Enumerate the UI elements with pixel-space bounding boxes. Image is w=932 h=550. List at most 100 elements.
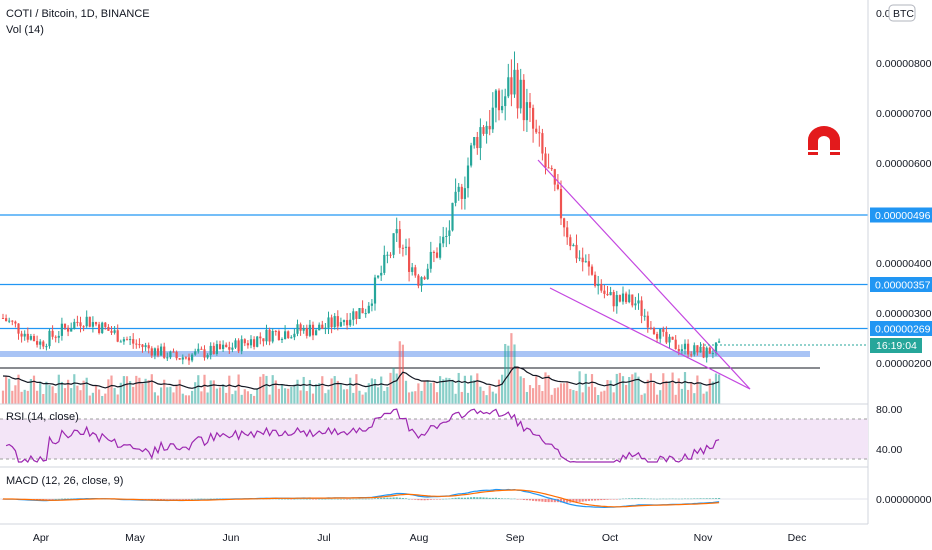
candle-body [113, 330, 116, 333]
candle-body [284, 331, 287, 340]
volume-bar [94, 385, 98, 404]
macd-histogram-bar [538, 499, 541, 502]
candle-body [504, 96, 507, 107]
volume-bar [11, 390, 14, 404]
volume-bar [237, 374, 240, 404]
macd-histogram-bar [39, 499, 42, 500]
candle-body [249, 339, 253, 346]
volume-bar [404, 380, 408, 404]
candle-body [544, 153, 547, 168]
time-axis[interactable]: Apr May Jun Jul Aug Sep Oct Nov Dec [33, 532, 807, 544]
macd-histogram-bar [578, 499, 581, 502]
candle-body [234, 340, 237, 348]
volume-bar [17, 374, 20, 404]
time-axis-label: Jun [223, 532, 240, 544]
candle-body [39, 341, 42, 345]
volume-bar [284, 388, 287, 404]
candle-body [575, 244, 578, 259]
macd-histogram-bar [504, 498, 507, 500]
candle-body [160, 346, 163, 356]
macd-histogram-bar [590, 499, 594, 501]
volume-bar [14, 385, 17, 404]
macd-histogram-bar [445, 498, 448, 500]
rsi-title[interactable]: RSI (14, close) [6, 411, 79, 423]
volume-bar [491, 391, 494, 404]
volume-bar [8, 378, 11, 404]
magnet-foot-left [808, 152, 818, 155]
volume-bar [243, 389, 246, 404]
volume-bar [501, 374, 504, 404]
volume-bar [448, 378, 451, 404]
macd-histogram-bar [178, 499, 181, 500]
price-pane[interactable]: COTI / Bitcoin, 1D, BINANCE Vol (14) [0, 8, 868, 404]
time-axis-label: Dec [788, 532, 807, 544]
macd-histogram-bar [324, 498, 327, 500]
wedge-upper-line[interactable] [537, 159, 751, 390]
macd-histogram-bar [147, 499, 150, 500]
candle-body [240, 339, 243, 352]
candle-body [414, 267, 417, 276]
currency-badge[interactable] [888, 4, 916, 22]
macd-histogram-bar [457, 497, 460, 499]
macd-histogram-bar [696, 498, 699, 499]
candle-body [451, 202, 454, 231]
volume-bar [463, 375, 466, 404]
candle-body [470, 145, 473, 166]
candle-body [516, 69, 519, 109]
volume-indicator-label[interactable]: Vol (14) [6, 24, 44, 36]
volume-bar [435, 392, 439, 404]
wedge-lower-line[interactable] [549, 287, 751, 390]
macd-histogram-bar [485, 497, 488, 499]
candle-body [513, 69, 516, 95]
macd-histogram-bar [395, 497, 398, 499]
volume-bar [584, 373, 587, 404]
macd-pane[interactable]: MACD (12, 26, close, 9) [0, 475, 868, 509]
volume-bar [330, 378, 333, 404]
macd-histogram-bar [67, 498, 70, 500]
volume-bar [228, 375, 231, 404]
macd-histogram-bar [532, 499, 535, 501]
candle-body [491, 107, 494, 130]
volume-bar [48, 385, 51, 404]
candle-body [476, 137, 479, 149]
macd-histogram-bar [522, 499, 525, 501]
volume-bar [659, 390, 662, 404]
volume-bar [305, 391, 308, 404]
candle-body [522, 79, 525, 121]
candle-body [377, 275, 380, 278]
volume-bar [156, 395, 160, 404]
candle-body [680, 349, 683, 351]
macd-histogram-bar [156, 499, 160, 500]
candle-body [256, 336, 259, 347]
volume-bar [265, 375, 268, 404]
price-axis[interactable]: 0.000 BTC 0.000008000.000007000.00000600… [870, 4, 932, 506]
magnet-logo[interactable] [808, 126, 840, 155]
volume-bar [206, 392, 209, 404]
volume-bar [29, 378, 32, 404]
volume-bar [150, 374, 153, 404]
candle-body [693, 345, 696, 355]
volume-bar [411, 391, 414, 404]
macd-title[interactable]: MACD (12, 26, close, 9) [6, 475, 123, 487]
volume-bar [479, 386, 482, 404]
candle-body [594, 274, 597, 286]
candle-body [677, 349, 680, 351]
macd-histogram-bar [150, 499, 153, 500]
candle-body [439, 243, 442, 258]
candle-body [389, 254, 392, 256]
candle-body [590, 266, 594, 275]
candle-body [191, 354, 194, 361]
candle-body [48, 330, 51, 347]
volume-bar [674, 394, 677, 404]
volume-bar [129, 381, 132, 404]
volume-bar [187, 395, 191, 404]
volume-bar [528, 385, 532, 404]
candle-body [333, 316, 336, 328]
volume-bar [693, 393, 696, 404]
volume-bar [107, 379, 110, 404]
rsi-pane[interactable]: RSI (14, close) [0, 408, 868, 463]
macd-histogram-bar [373, 498, 377, 499]
volume-bar [215, 388, 218, 404]
macd-histogram-bar [45, 499, 48, 500]
